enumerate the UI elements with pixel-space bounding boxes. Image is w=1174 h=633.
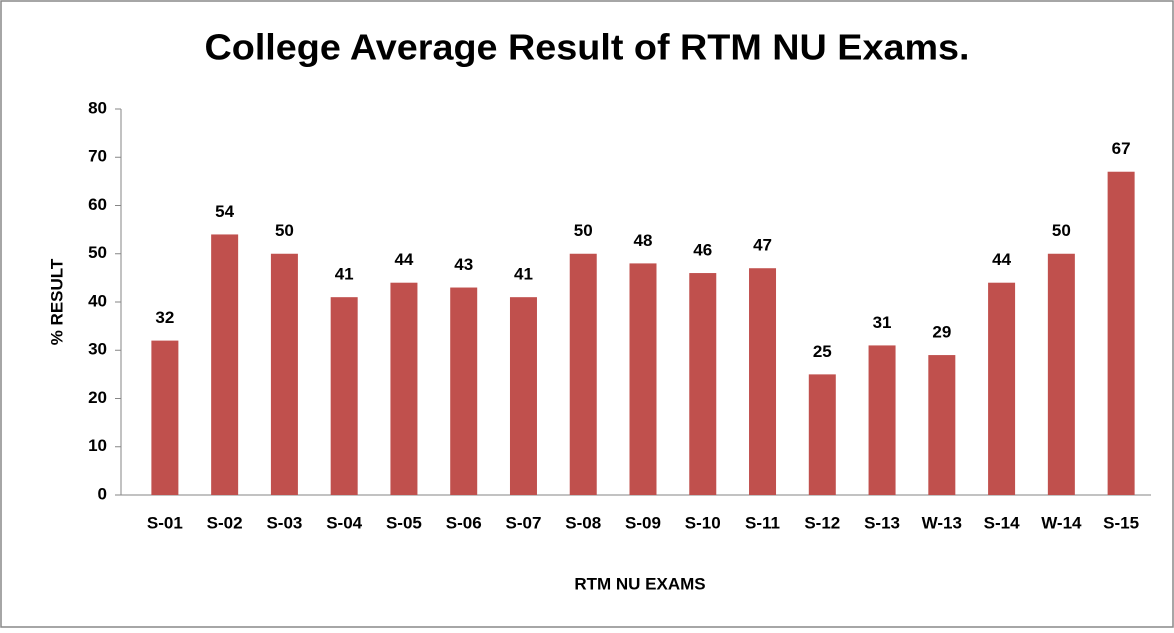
x-tick-label: S-14 [984, 513, 1020, 532]
bar [808, 374, 836, 495]
bar [390, 282, 418, 495]
data-label: 48 [634, 231, 653, 250]
chart-title: College Average Result of RTM NU Exams. [205, 27, 970, 68]
data-label: 50 [1052, 221, 1071, 240]
y-tick-label: 60 [88, 195, 107, 214]
x-tick-label: S-13 [864, 513, 900, 532]
bar [928, 355, 956, 495]
x-tick-label: S-12 [804, 513, 840, 532]
bar [749, 268, 777, 495]
data-label: 50 [275, 221, 294, 240]
data-label: 67 [1112, 139, 1131, 158]
x-tick-label: S-06 [446, 513, 482, 532]
data-label: 43 [454, 255, 473, 274]
y-tick-label: 70 [88, 147, 107, 166]
data-label: 41 [335, 265, 354, 284]
data-label: 41 [514, 265, 533, 284]
bar [988, 282, 1016, 495]
bar [509, 297, 537, 495]
bar [868, 345, 896, 495]
data-label: 47 [753, 236, 772, 255]
bar [270, 253, 298, 495]
y-tick-label: 30 [88, 340, 107, 359]
y-tick-label: 20 [88, 388, 107, 407]
bar [450, 287, 478, 495]
x-tick-label: S-05 [386, 513, 422, 532]
bar [151, 340, 179, 495]
bar [330, 297, 358, 495]
bar [689, 273, 717, 495]
x-tick-label: W-13 [922, 513, 962, 532]
bar [569, 253, 597, 495]
bar [1047, 253, 1075, 495]
x-tick-label: S-10 [685, 513, 721, 532]
x-tick-label: S-07 [506, 513, 542, 532]
data-label: 31 [873, 313, 892, 332]
y-axis-title: % RESULT [47, 258, 66, 345]
data-label: 50 [574, 221, 593, 240]
y-tick-label: 80 [88, 98, 107, 117]
y-tick-label: 40 [88, 291, 107, 310]
x-tick-label: S-01 [147, 513, 183, 532]
data-label: 54 [215, 202, 234, 221]
data-label: 32 [155, 308, 174, 327]
data-label: 46 [693, 241, 712, 260]
x-tick-label: S-09 [625, 513, 661, 532]
bar [1107, 171, 1135, 495]
bar [629, 263, 657, 495]
y-tick-label: 0 [98, 484, 107, 503]
x-tick-label: S-11 [745, 513, 780, 532]
x-axis-title: RTM NU EXAMS [574, 574, 705, 593]
data-label: 25 [813, 342, 832, 361]
data-label: 29 [932, 323, 951, 342]
y-tick-label: 10 [88, 436, 107, 455]
x-tick-label: S-04 [326, 513, 362, 532]
x-tick-label: S-08 [565, 513, 601, 532]
data-label: 44 [992, 250, 1011, 269]
x-tick-label: W-14 [1041, 513, 1082, 532]
x-tick-label: S-15 [1103, 513, 1139, 532]
y-tick-label: 50 [88, 243, 107, 262]
bar [211, 234, 239, 495]
x-tick-label: S-02 [207, 513, 243, 532]
data-label: 44 [394, 250, 413, 269]
x-tick-label: S-03 [266, 513, 302, 532]
